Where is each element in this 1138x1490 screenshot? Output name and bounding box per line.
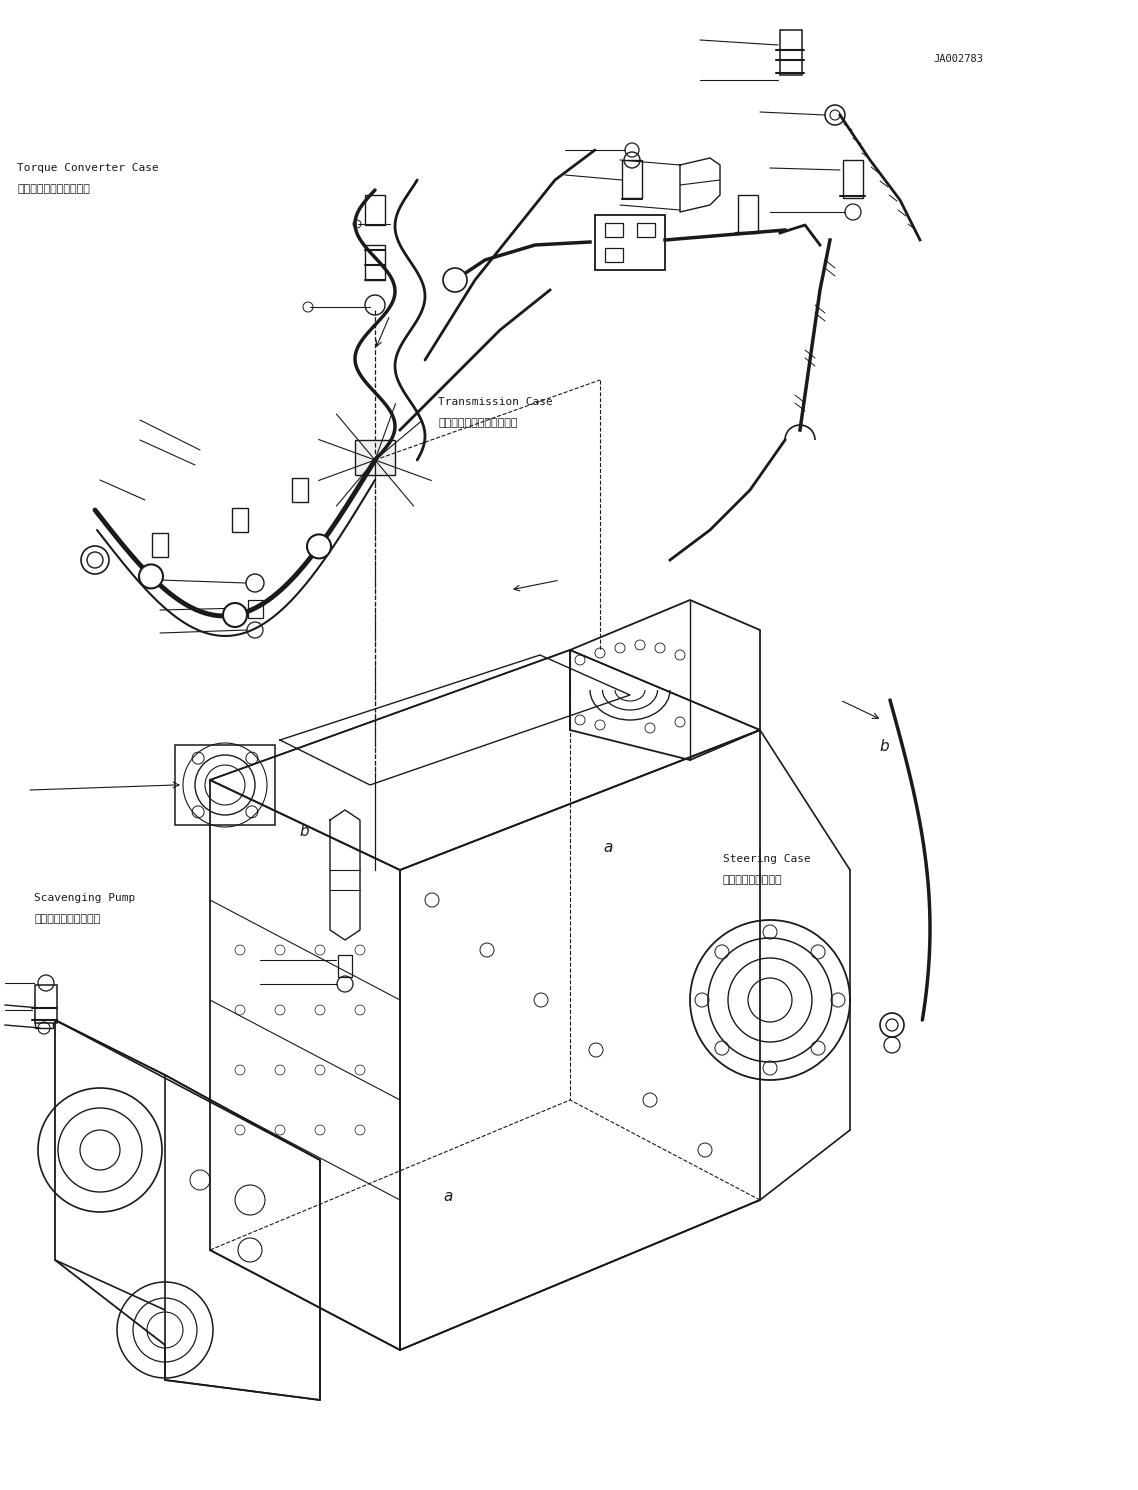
- Text: Steering Case: Steering Case: [723, 854, 810, 864]
- Circle shape: [139, 565, 163, 589]
- Bar: [355, 440, 395, 475]
- Text: b: b: [880, 739, 889, 754]
- Bar: [739, 195, 758, 232]
- Bar: [175, 745, 275, 825]
- Bar: [152, 533, 168, 557]
- Text: スカベンジングポンプ: スカベンジングポンプ: [34, 913, 100, 924]
- Bar: [843, 159, 863, 198]
- Bar: [35, 985, 57, 1024]
- Text: Scavenging Pump: Scavenging Pump: [34, 893, 135, 903]
- Circle shape: [81, 545, 109, 574]
- Circle shape: [307, 535, 331, 559]
- Bar: [605, 224, 622, 237]
- Text: Torque Converter Case: Torque Converter Case: [17, 162, 159, 173]
- Text: ステアリングケース: ステアリングケース: [723, 875, 782, 885]
- Text: a: a: [444, 1189, 453, 1204]
- Bar: [232, 508, 248, 532]
- Bar: [780, 30, 802, 74]
- Bar: [35, 1000, 53, 1028]
- Text: a: a: [603, 840, 612, 855]
- Text: b: b: [299, 824, 308, 839]
- Bar: [365, 244, 385, 280]
- Text: Transmission Case: Transmission Case: [438, 396, 553, 407]
- Text: トルクコンバータケース: トルクコンバータケース: [17, 183, 90, 194]
- Bar: [365, 195, 385, 225]
- Text: JA002783: JA002783: [933, 54, 983, 64]
- Bar: [605, 247, 622, 262]
- Text: トランスミッションケース: トランスミッションケース: [438, 417, 518, 428]
- Bar: [637, 224, 655, 237]
- Bar: [622, 159, 642, 198]
- Circle shape: [223, 603, 247, 627]
- Bar: [248, 600, 263, 618]
- Circle shape: [443, 268, 467, 292]
- Bar: [338, 955, 352, 977]
- Bar: [595, 215, 665, 270]
- Circle shape: [880, 1013, 904, 1037]
- Bar: [292, 478, 308, 502]
